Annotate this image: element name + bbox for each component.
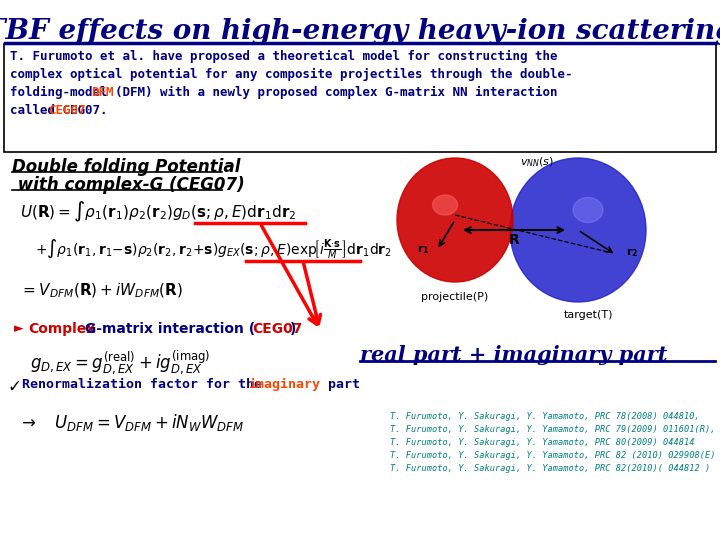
Text: T. Furumoto, Y. Sakuragi, Y. Yamamoto, PRC 79(2009) 011601(R),: T. Furumoto, Y. Sakuragi, Y. Yamamoto, P…: [390, 425, 716, 434]
Text: $\mathbf{r_1}$: $\mathbf{r_1}$: [417, 243, 429, 256]
Text: part: part: [320, 378, 360, 391]
Ellipse shape: [397, 158, 513, 282]
Text: Renormalization factor for the: Renormalization factor for the: [22, 378, 270, 391]
Text: $\mathbf{R}$: $\mathbf{R}$: [508, 233, 521, 247]
Text: T. Furumoto et al. have proposed a theoretical model for constructing the: T. Furumoto et al. have proposed a theor…: [10, 50, 557, 63]
Text: CEG07: CEG07: [252, 322, 302, 336]
Ellipse shape: [573, 198, 603, 222]
Text: $\rightarrow \quad U_{DFM} = V_{DFM} + iN_W W_{DFM}$: $\rightarrow \quad U_{DFM} = V_{DFM} + i…: [18, 412, 244, 433]
Text: Complex: Complex: [28, 322, 95, 336]
Text: Double folding Potential: Double folding Potential: [12, 158, 240, 176]
Text: called CEG07.: called CEG07.: [10, 104, 107, 117]
Ellipse shape: [510, 158, 646, 302]
Text: ✓: ✓: [8, 378, 22, 396]
Text: T. Furumoto, Y. Sakuragi, Y. Yamamoto, PRC 82(2010)( 044812 ): T. Furumoto, Y. Sakuragi, Y. Yamamoto, P…: [390, 464, 710, 473]
Text: $\mathbf{r_2}$: $\mathbf{r_2}$: [626, 246, 639, 259]
Text: TBF effects on high-energy heavy-ion scattering: TBF effects on high-energy heavy-ion sca…: [0, 18, 720, 45]
Text: $+\int\rho_1(\mathbf{r}_1,\mathbf{r}_1{-}\mathbf{s})\rho_2(\mathbf{r}_2,\mathbf{: $+\int\rho_1(\mathbf{r}_1,\mathbf{r}_1{-…: [35, 238, 392, 261]
Text: $g_{D,EX} = g^{(\mathrm{real})}_{D,EX} + ig^{(\mathrm{imag})}_{D,EX}$: $g_{D,EX} = g^{(\mathrm{real})}_{D,EX} +…: [30, 348, 210, 377]
Text: imaginary: imaginary: [248, 378, 320, 391]
Text: G-matrix interaction (: G-matrix interaction (: [80, 322, 255, 336]
Text: projectile(P): projectile(P): [421, 292, 489, 302]
Text: T. Furumoto, Y. Sakuragi, Y. Yamamoto, PRC 78(2008) 044810,: T. Furumoto, Y. Sakuragi, Y. Yamamoto, P…: [390, 412, 700, 421]
Text: $= V_{DFM}(\mathbf{R}) + iW_{DFM}(\mathbf{R})$: $= V_{DFM}(\mathbf{R}) + iW_{DFM}(\mathb…: [20, 282, 183, 300]
Text: complex optical potential for any composite projectiles through the double-: complex optical potential for any compos…: [10, 68, 572, 81]
Text: T. Furumoto, Y. Sakuragi, Y. Yamamoto, PRC 82 (2010) 029908(E): T. Furumoto, Y. Sakuragi, Y. Yamamoto, P…: [390, 451, 716, 460]
Text: DFM: DFM: [91, 86, 114, 99]
Text: $U(\mathbf{R}) = \int \rho_1(\mathbf{r}_1)\rho_2(\mathbf{r}_2)g_D(\mathbf{s};\rh: $U(\mathbf{R}) = \int \rho_1(\mathbf{r}_…: [20, 200, 297, 224]
Text: T. Furumoto, Y. Sakuragi, Y. Yamamoto, PRC 80(2009) 044814: T. Furumoto, Y. Sakuragi, Y. Yamamoto, P…: [390, 438, 695, 447]
Text: real part + imaginary part: real part + imaginary part: [360, 345, 667, 365]
Text: CEG07: CEG07: [48, 104, 86, 117]
Text: $v_{NN}(s)$: $v_{NN}(s)$: [520, 155, 554, 169]
Text: ): ): [290, 322, 297, 336]
FancyBboxPatch shape: [4, 44, 716, 152]
Ellipse shape: [433, 195, 457, 215]
Text: with complex-G (CEG07): with complex-G (CEG07): [12, 176, 245, 194]
Text: folding-model (DFM) with a newly proposed complex G-matrix NN interaction: folding-model (DFM) with a newly propose…: [10, 86, 557, 99]
Text: ►: ►: [14, 322, 24, 335]
Text: target(T): target(T): [563, 310, 613, 320]
